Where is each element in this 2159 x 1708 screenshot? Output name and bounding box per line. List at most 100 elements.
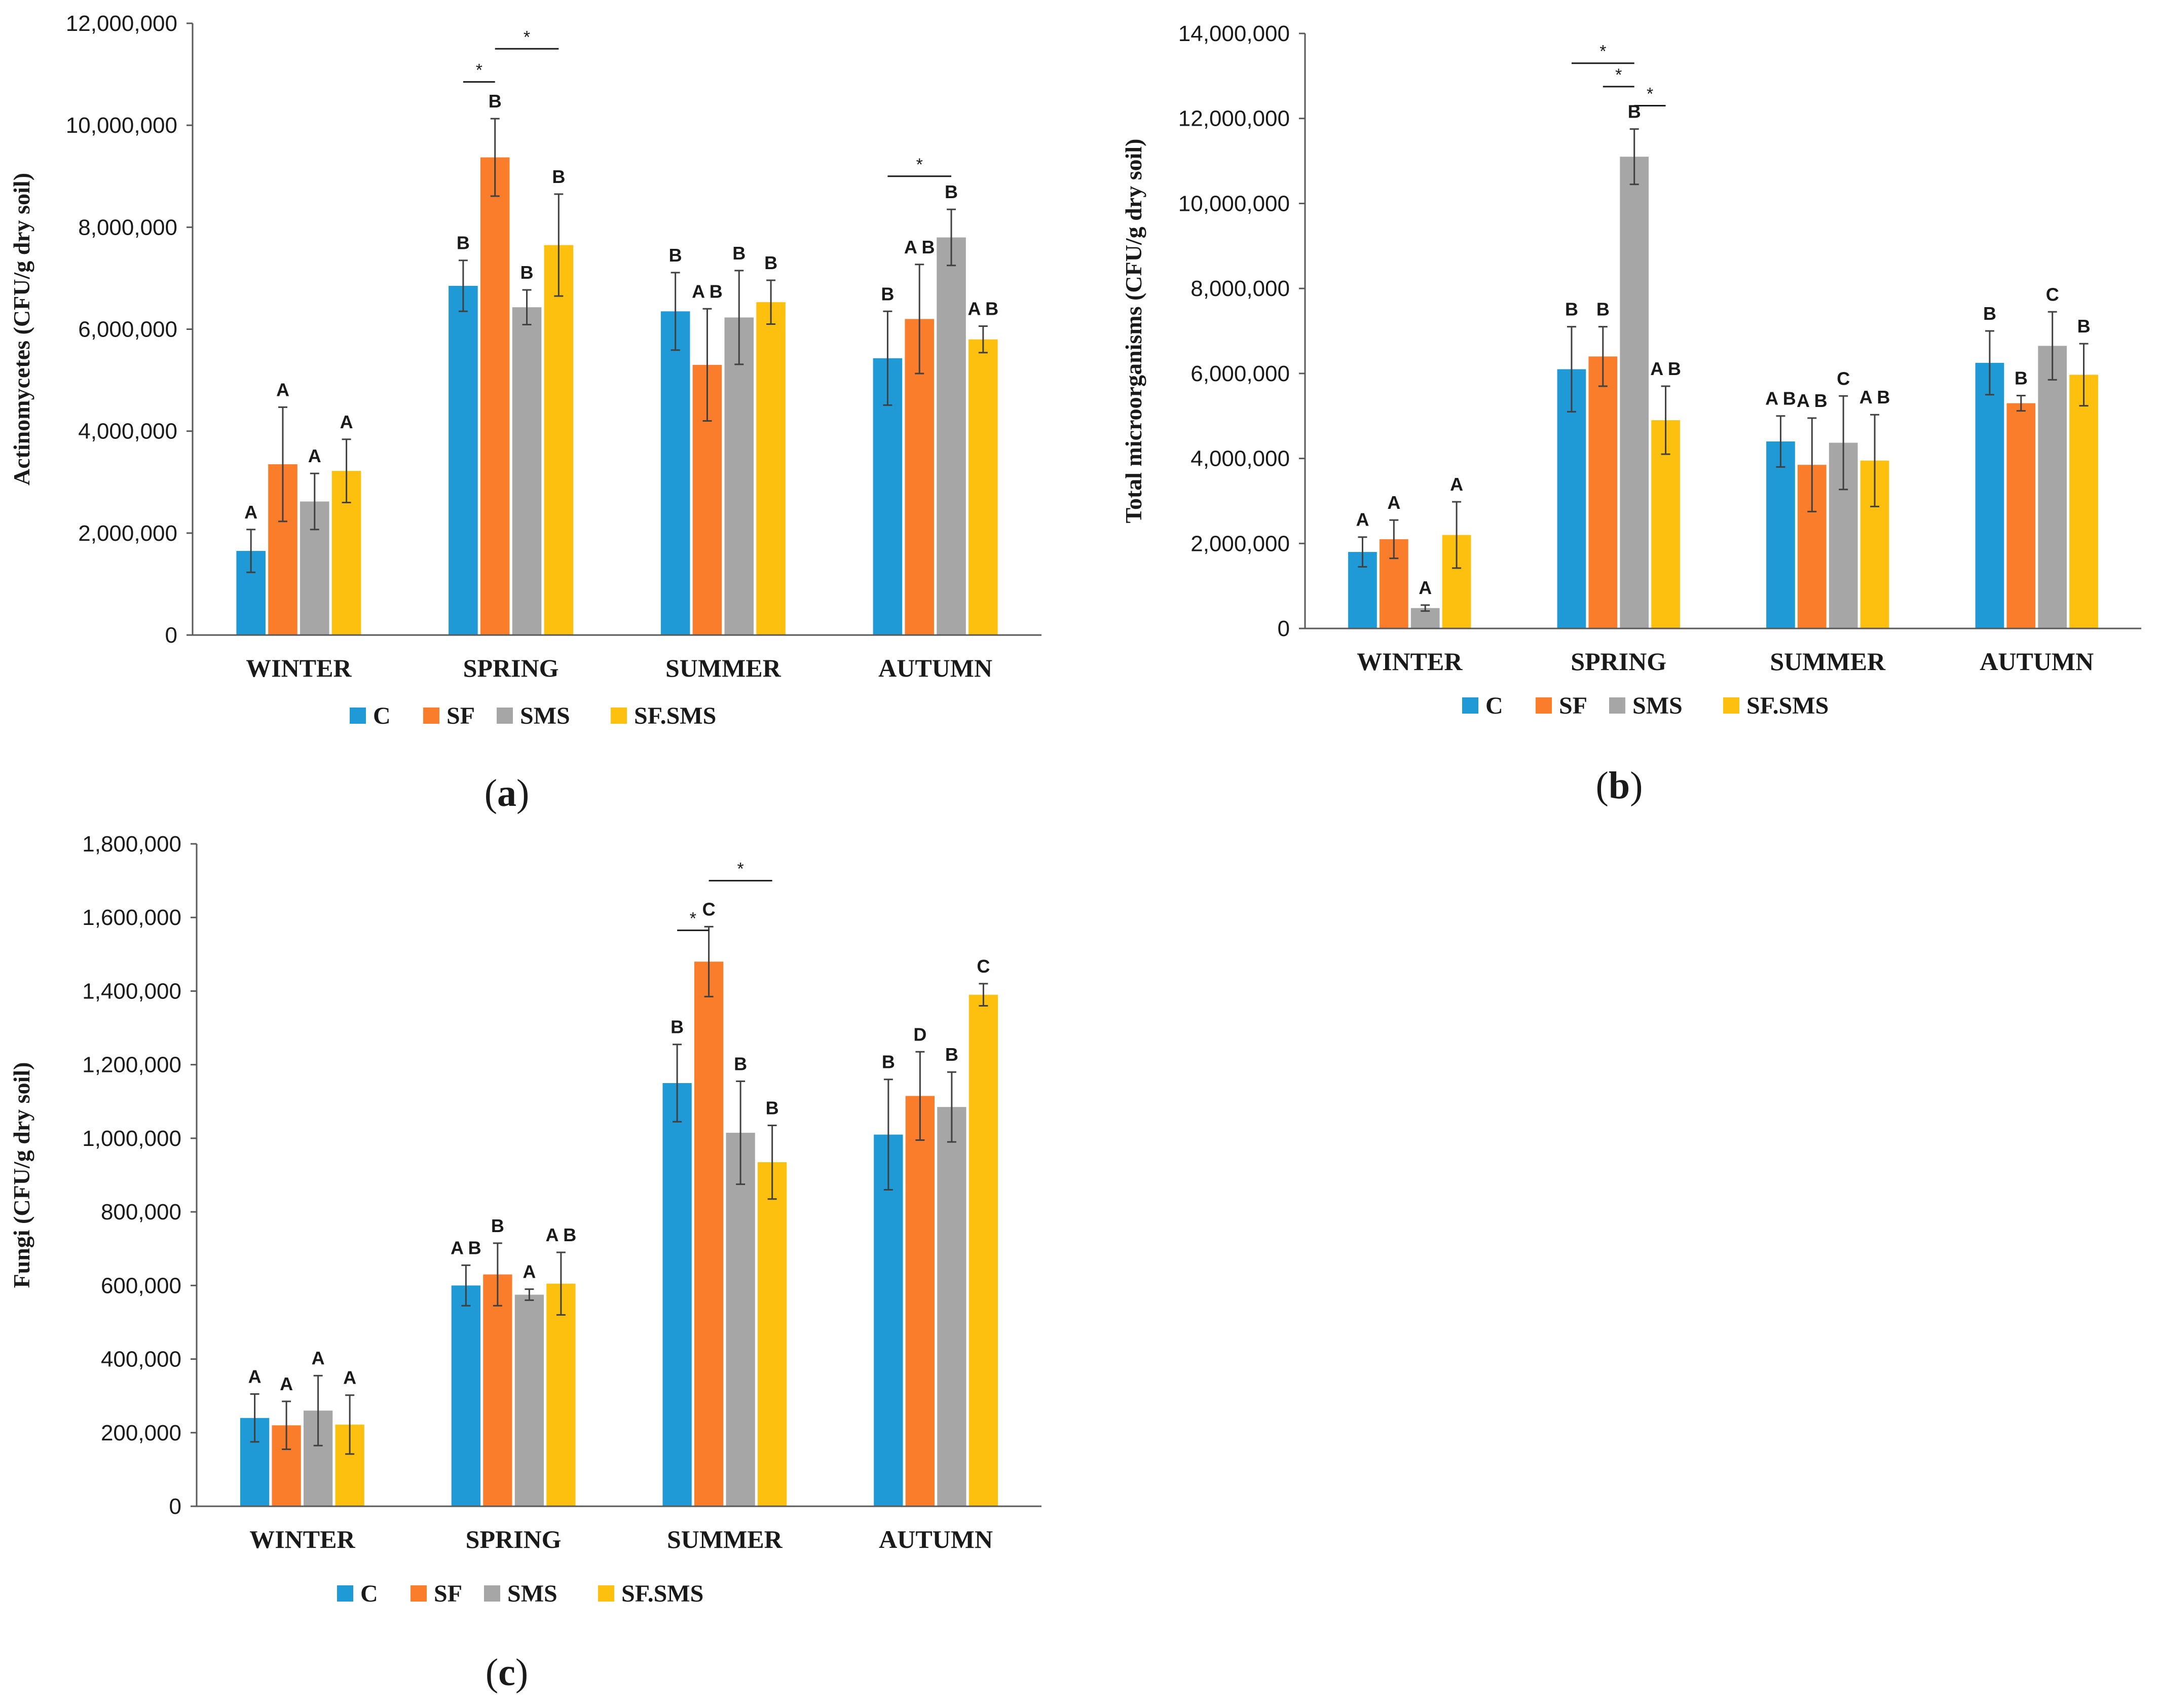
- panel-a-y-tick-label: 12,000,000: [66, 11, 177, 36]
- panel-b-significance-letter: A B: [1797, 390, 1828, 411]
- panel-b-significance-letter: A: [1419, 577, 1432, 598]
- panel-c-significance-letter: B: [671, 1017, 684, 1037]
- panel-a-significance-bracket: *: [887, 155, 952, 177]
- panel-c-significance-letter: A: [523, 1261, 536, 1282]
- panel-a-significance-letter: B: [552, 166, 565, 187]
- panel-b-significance-letter: A: [1387, 492, 1400, 513]
- panel-c-legend-item: SF: [411, 1580, 462, 1607]
- panel-b-y-tick-label: 6,000,000: [1190, 361, 1290, 386]
- panel-c-error-bar: [345, 1394, 355, 1455]
- panel-c-error-bar: [556, 1251, 566, 1316]
- panel-c-y-tick-label: 1,200,000: [82, 1053, 181, 1078]
- panel-b-bar-sf-spring: [1588, 356, 1618, 628]
- panel-b-error-bar: [1985, 330, 1994, 396]
- panel-a-significance-letter: B: [457, 233, 470, 253]
- panel-b-significance-letter: A: [1356, 509, 1369, 530]
- panel-b-legend-swatch: [1536, 697, 1552, 714]
- panel-a-significance-letter: B: [764, 252, 777, 273]
- panel-a-error-bar: [947, 208, 956, 267]
- panel-b-legend-label: SMS: [1632, 692, 1683, 719]
- panel-b-significance-bracket: *: [1571, 42, 1634, 64]
- panel-c-error-bar: [525, 1288, 534, 1301]
- panel-c-bar-sms-autumn: [937, 1107, 966, 1506]
- panel-a-legend-item: SF.SMS: [611, 702, 716, 729]
- panel-c-bar-sf-sms-spring: [546, 1283, 576, 1506]
- panel-c-x-category-label: WINTER: [249, 1525, 355, 1553]
- panel-a-bar-c-spring: [449, 286, 478, 635]
- panel-a-significance-letter: B: [945, 181, 958, 202]
- panel-a-error-bar: [766, 279, 776, 325]
- panel-a-x-category-label: SPRING: [463, 654, 559, 682]
- panel-a-significance-letter: B: [489, 91, 502, 112]
- panel-c-bar-c-summer: [662, 1083, 692, 1506]
- panel-c-error-bar: [736, 1080, 746, 1185]
- panel-a-x-category-label: SUMMER: [665, 654, 781, 682]
- panel-c-legend-swatch: [411, 1585, 427, 1602]
- panel-c-y-tick-label: 1,800,000: [82, 832, 181, 857]
- panel-a-panel-label: (a): [485, 772, 530, 814]
- panel-a-significance-letter: B: [669, 245, 682, 266]
- panel-a-error-bar: [915, 264, 924, 375]
- panel-b-legend-swatch: [1723, 697, 1739, 714]
- panel-a-significance-letter: A: [340, 412, 353, 432]
- panel-b-error-bar: [1661, 385, 1670, 455]
- panel-a-error-bar: [490, 118, 500, 197]
- panel-b-y-tick-label: 0: [1278, 616, 1290, 641]
- panel-b-bar-sms-autumn: [2038, 346, 2067, 628]
- panel-a-legend-swatch: [350, 708, 366, 724]
- panel-b-significance-letter: C: [2046, 284, 2059, 305]
- panel-a-x-category-label: WINTER: [246, 654, 352, 682]
- panel-c-error-bar: [979, 983, 988, 1007]
- panel-b-y-axis-title: Total microorganisms (CFU/g dry soil): [1121, 139, 1146, 524]
- panel-b-significance-letter: B: [1565, 299, 1578, 320]
- panel-a-y-tick-label: 0: [165, 623, 177, 648]
- panel-b-error-bar: [2079, 343, 2089, 407]
- panel-b-legend-item: SF.SMS: [1723, 692, 1829, 719]
- panel-b-y-tick-label: 4,000,000: [1190, 447, 1290, 471]
- panel-c-bar-sf-autumn: [905, 1096, 935, 1506]
- panel-c-y-tick-label: 0: [169, 1494, 181, 1519]
- panel-b-significance-star: *: [1647, 85, 1653, 104]
- panel-c-significance-letter: A: [312, 1348, 325, 1368]
- panel-a-legend-label: SF.SMS: [634, 702, 716, 729]
- panel-b-x-category-label: SPRING: [1571, 647, 1666, 676]
- panel-b-y-tick-label: 12,000,000: [1178, 106, 1290, 131]
- panel-a-significance-bracket: *: [463, 61, 495, 83]
- panel-c-bar-sf-sms-summer: [757, 1162, 787, 1506]
- panel-c-bar-sms-spring: [514, 1294, 544, 1506]
- panel-c-significance-letter: B: [882, 1052, 895, 1072]
- panel-a-legend-label: C: [373, 702, 391, 729]
- panel-b-significance-letter: A B: [1765, 388, 1796, 409]
- panel-c-significance-star: *: [737, 860, 744, 879]
- panel-a-significance-letter: B: [520, 262, 534, 283]
- panel-b-x-category-label: WINTER: [1357, 647, 1463, 676]
- panel-a-bar-c-summer: [660, 311, 690, 635]
- panel-b-panel-label: (b): [1596, 764, 1643, 807]
- panel-b-bar-sf-autumn: [2006, 403, 2036, 628]
- panel-c-significance-letter: A B: [451, 1237, 481, 1258]
- panel-b-error-bar: [2048, 311, 2057, 381]
- panel-b-y-tick-label: 14,000,000: [1178, 21, 1290, 46]
- panel-b-legend-label: C: [1485, 692, 1503, 719]
- panel-b-significance-letter: B: [1983, 303, 1996, 324]
- panel-b-error-bar: [1358, 536, 1367, 568]
- panel-a-error-bar: [702, 308, 712, 422]
- panel-a-bar-sms-autumn: [937, 237, 966, 635]
- panel-a-significance-letter: A B: [692, 281, 723, 302]
- panel-a-bar-sf-sms-autumn: [969, 339, 998, 635]
- panel-a-y-tick-label: 4,000,000: [78, 419, 177, 444]
- panel-a-error-bar: [554, 193, 564, 297]
- panel-a-y-tick-label: 6,000,000: [78, 317, 177, 342]
- panel-b-significance-bracket: *: [1603, 65, 1634, 88]
- panel-c-fungi-chart: 0 200,000 400,000 600,000 800,000 1,000,000 1,…: [9, 832, 1041, 1694]
- panel-b-error-bar: [1598, 326, 1608, 387]
- panel-a-legend-label: SF: [446, 702, 475, 729]
- panel-c-x-category-label: SUMMER: [667, 1525, 783, 1553]
- panel-a-y-tick-label: 8,000,000: [78, 215, 177, 240]
- panel-b-significance-star: *: [1599, 42, 1606, 61]
- panel-c-y-tick-label: 200,000: [101, 1421, 181, 1445]
- panel-c-bar-c-spring: [451, 1285, 481, 1506]
- panel-b-x-category-label: SUMMER: [1770, 647, 1886, 676]
- panel-c-significance-letter: B: [734, 1053, 747, 1074]
